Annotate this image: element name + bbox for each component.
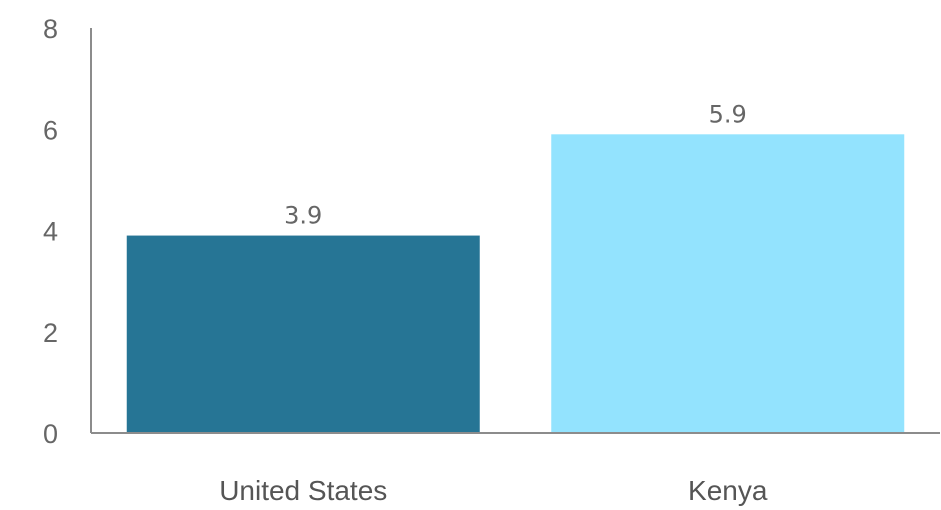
x-category-label: Kenya [688,475,768,506]
bar-value-label: 5.9 [709,100,747,128]
bar [551,134,905,433]
y-tick-label: 0 [43,419,58,449]
data-labels: 3.9 5.9 [284,100,747,229]
y-tick-label: 6 [43,115,58,145]
x-axis-labels: United States Kenya [219,475,768,506]
y-tick-label: 8 [43,14,58,44]
y-tick-label: 2 [43,318,58,348]
y-axis-ticks: 0 2 4 6 8 [43,14,58,449]
x-category-label: United States [219,475,387,506]
y-tick-label: 4 [43,217,58,247]
bar-value-label: 3.9 [284,202,322,230]
bar [126,235,480,433]
bars [126,134,905,433]
